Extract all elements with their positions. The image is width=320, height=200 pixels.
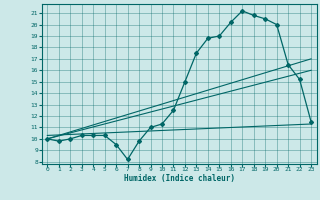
X-axis label: Humidex (Indice chaleur): Humidex (Indice chaleur): [124, 174, 235, 183]
